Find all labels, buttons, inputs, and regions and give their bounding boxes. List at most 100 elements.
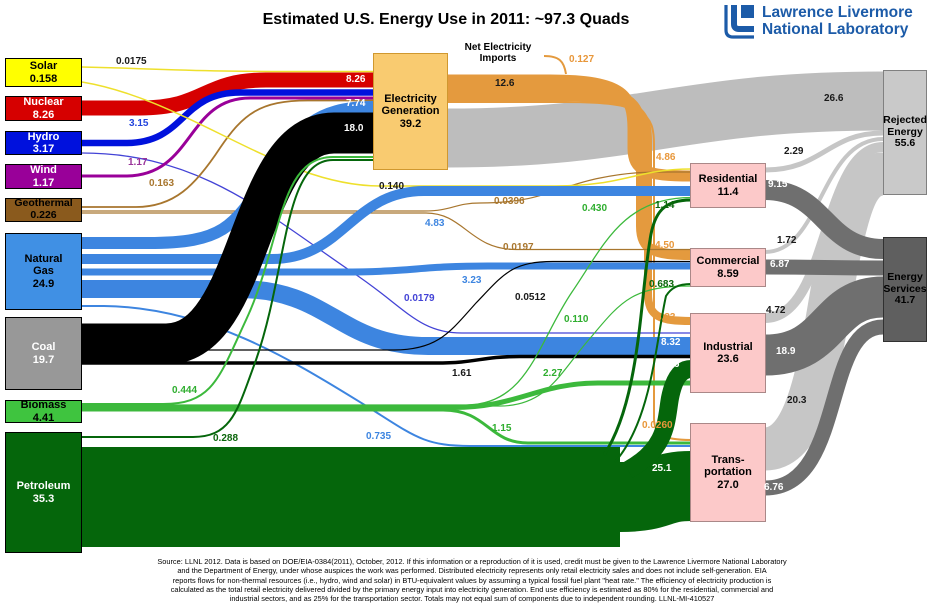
- node-coal-value: 19.7: [32, 353, 55, 366]
- flow-label-biomass-transportation: 1.15: [492, 423, 512, 434]
- node-biomass-label: Biomass: [20, 399, 67, 412]
- flow-naturalgas-commercial: [82, 262, 691, 276]
- flow-label-biomass-industrial: 2.27: [543, 368, 563, 379]
- net-imports-label: Net Electricity Imports: [464, 42, 532, 64]
- flow-label-petroleum-electricity: 0.288: [213, 433, 239, 444]
- node-coal: Coal 19.7: [5, 317, 82, 390]
- node-commercial-value: 8.59: [717, 267, 739, 280]
- flow-label-coal-industrial: 1.61: [452, 368, 472, 379]
- flow-electricity-rejected: [447, 71, 884, 168]
- flow-coal-commercial: [200, 260, 691, 351]
- flow-label-coal-electricity: 18.0: [344, 123, 364, 134]
- flow-label-net-imports: 0.127: [569, 54, 595, 65]
- flow-label-electricity-out: 12.6: [495, 78, 515, 89]
- node-energy-services-label: Energy Services: [883, 270, 927, 295]
- flow-petroleum-electricity: [82, 159, 373, 438]
- flow-naturalgas-residential: [82, 186, 691, 264]
- node-petroleum: Petroleum 35.3: [5, 432, 82, 553]
- flow-label-electricity-industrial: 3.33: [656, 312, 676, 323]
- flow-net-imports: [543, 55, 567, 75]
- node-natural-gas: Natural Gas 24.9: [5, 233, 82, 310]
- node-rejected-energy: Rejected Energy 55.6: [883, 70, 927, 195]
- flow-biomass-transportation: [82, 408, 691, 445]
- node-energy-services-value: 41.7: [894, 294, 916, 307]
- flow-label-petroleum-residential: 1.14: [655, 200, 675, 211]
- node-electricity-generation: Electricity Generation 39.2: [373, 53, 448, 170]
- node-electricity-generation-label: Electricity Generation: [381, 93, 440, 118]
- source-note-line1: Source: LLNL 2012. Data is based on DOE/…: [157, 557, 787, 566]
- flow-label-electricity-rejected: 26.6: [824, 93, 844, 104]
- node-nuclear-value: 8.26: [32, 108, 55, 121]
- flow-label-commercial-services: 6.87: [770, 259, 790, 270]
- flow-label-naturalgas-electricity: 7.74: [346, 98, 366, 109]
- flow-label-hydro-industrial: 0.0179: [404, 293, 435, 304]
- llnl-logo-icon: [724, 5, 754, 39]
- flow-label-biomass-residential: 0.430: [582, 203, 608, 214]
- flow-label-solar-electricity: 0.0175: [116, 56, 147, 67]
- node-hydro-label: Hydro: [27, 130, 60, 143]
- flow-petroleum-commercial: [614, 283, 692, 463]
- node-solar: Solar 0.158: [5, 58, 82, 87]
- flow-naturalgas-transportation: [82, 305, 691, 447]
- flow-label-naturalgas-residential: 4.83: [425, 218, 445, 229]
- flow-label-solar-residential: 0.140: [379, 181, 405, 192]
- node-solar-label: Solar: [29, 60, 58, 73]
- node-commercial: Commercial 8.59: [690, 248, 766, 287]
- source-note-line2: and the Department of Energy, under whos…: [177, 566, 767, 576]
- source-note-line3: reports flows for non-thermal resources …: [172, 575, 772, 585]
- node-geothermal-label: Geothermal: [14, 197, 73, 210]
- source-note-line5: industrial sectors, and as 25% for the t…: [229, 594, 715, 604]
- node-petroleum-label: Petroleum: [16, 480, 71, 493]
- node-residential-label: Residential: [698, 173, 758, 186]
- flow-petroleum-industrial: [623, 360, 693, 478]
- flow-label-biomass-electricity: 0.444: [172, 385, 198, 396]
- node-residential-value: 11.4: [717, 185, 739, 198]
- flow-electricity-commercial: [448, 84, 692, 260]
- flow-biomass-residential: [82, 196, 692, 406]
- flow-label-industrial-services: 18.9: [776, 346, 796, 357]
- flow-electricity-industrial: [448, 93, 692, 325]
- flow-label-naturalgas-industrial: 8.32: [661, 337, 681, 348]
- node-rejected-energy-label: Rejected Energy: [883, 113, 927, 138]
- node-energy-services: Energy Services 41.7: [883, 237, 927, 342]
- flow-label-electricity-transportation: 0.0260: [642, 420, 673, 431]
- flow-transportation-services: [764, 319, 884, 496]
- flow-label-residential-services: 9.15: [768, 179, 788, 190]
- flow-label-coal-commercial: 0.0512: [515, 292, 546, 303]
- flow-label-commercial-rejected: 1.72: [777, 235, 797, 246]
- flow-label-wind-electricity: 1.17: [128, 157, 148, 168]
- node-natural-gas-value: 24.9: [32, 277, 55, 290]
- flow-hydro-industrial: [81, 152, 691, 334]
- node-electricity-generation-value: 39.2: [399, 117, 422, 130]
- node-geothermal: Geothermal 0.226: [5, 197, 82, 222]
- flow-biomass-commercial: [82, 285, 692, 407]
- flow-label-petroleum-industrial: 8.06: [660, 359, 680, 370]
- node-rejected-energy-value: 55.6: [894, 137, 916, 150]
- llnl-logo-text: Lawrence Livermore National Laboratory: [762, 4, 913, 38]
- flow-geothermal-electricity: [82, 99, 373, 208]
- node-wind-label: Wind: [30, 164, 57, 177]
- flow-label-residential-rejected: 2.29: [784, 146, 804, 157]
- node-industrial: Industrial 23.6: [690, 313, 766, 393]
- flow-label-petroleum-commercial: 0.683: [649, 279, 675, 290]
- flow-solar-electricity: [81, 66, 373, 73]
- node-nuclear: Nuclear 8.26: [5, 96, 82, 121]
- flow-label-biomass-commercial: 0.110: [564, 314, 589, 325]
- flow-label-transportation-rejected: 20.3: [787, 395, 807, 406]
- node-commercial-label: Commercial: [696, 255, 760, 268]
- node-hydro-value: 3.17: [32, 143, 55, 155]
- flow-hydro-electricity: [82, 89, 373, 147]
- node-biomass: Biomass 4.41: [5, 399, 82, 424]
- source-note: Source: LLNL 2012. Data is based on DOE/…: [42, 557, 902, 603]
- node-nuclear-label: Nuclear: [23, 96, 64, 109]
- flow-coal-electricity: [82, 112, 373, 365]
- node-wind: Wind 1.17: [5, 164, 82, 189]
- node-geothermal-value: 0.226: [30, 209, 57, 221]
- flow-solar-residential: [81, 81, 692, 187]
- node-petroleum-value: 35.3: [32, 492, 55, 505]
- flow-naturalgas-industrial: [82, 280, 691, 355]
- node-coal-label: Coal: [31, 341, 56, 354]
- flow-label-electricity-commercial: 4.50: [655, 240, 675, 251]
- flow-label-naturalgas-commercial: 3.23: [462, 275, 482, 286]
